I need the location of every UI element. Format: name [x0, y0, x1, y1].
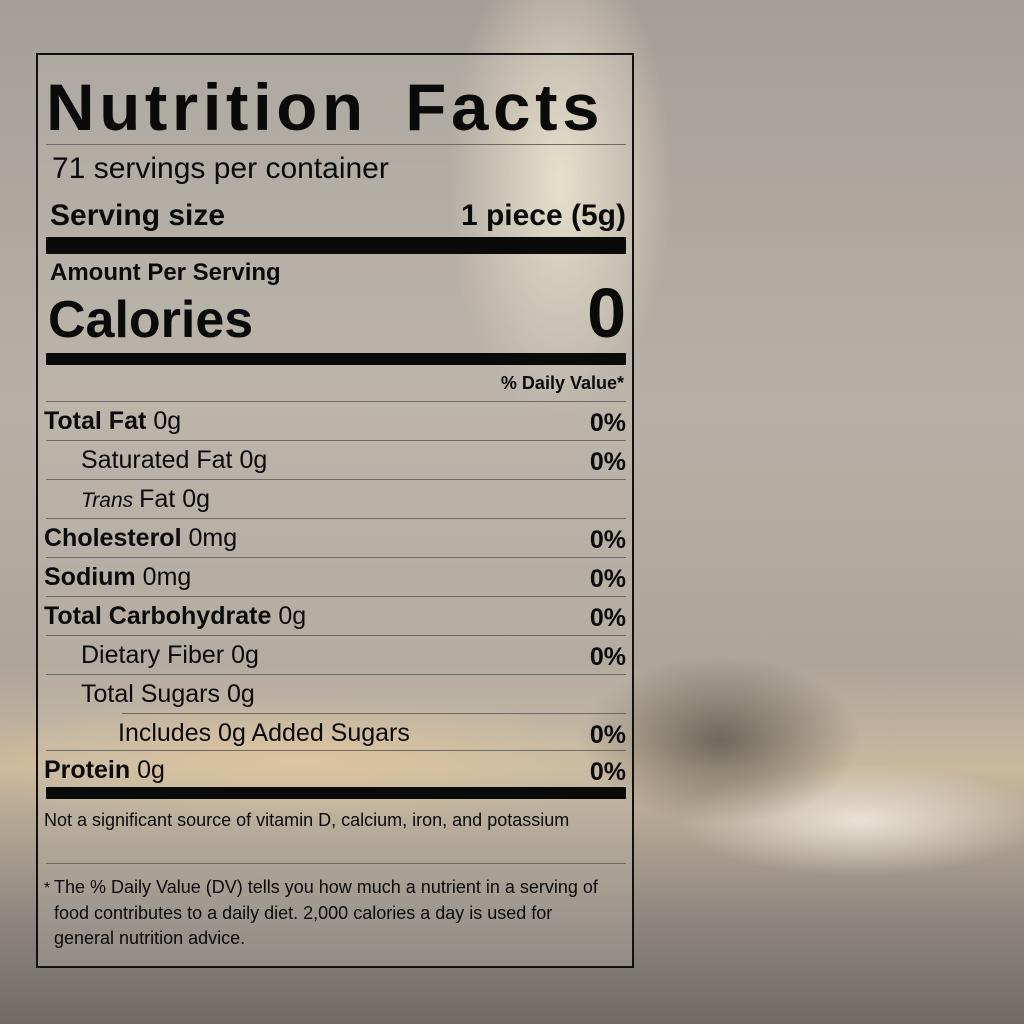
label-title: Nutrition Facts	[46, 70, 605, 144]
serving-size-value: 1 piece (5g)	[460, 199, 626, 232]
thick-divider	[46, 353, 626, 365]
nutrient-row: Protein 0g 0%	[44, 751, 626, 789]
nutrient-row: Total Sugars 0g	[46, 675, 626, 713]
nutrient-amount: 0mg	[188, 524, 238, 552]
daily-value-header: % Daily Value*	[500, 373, 624, 393]
nutrient-name: Sodium	[44, 563, 136, 591]
nutrient-name: Total Carbohydrate	[44, 602, 272, 630]
nutrient-name: Trans	[81, 489, 134, 512]
nutrient-daily-value: 0%	[589, 604, 626, 632]
nutrient-daily-value: 0%	[589, 721, 626, 749]
divider	[46, 479, 626, 480]
divider	[46, 674, 626, 675]
nutrient-row: Sodium 0mg 0%	[44, 558, 626, 596]
not-significant-note: Not a significant source of vitamin D, c…	[44, 810, 570, 830]
nutrient-daily-value: 0%	[589, 565, 626, 593]
serving-size-label: Serving size	[50, 199, 226, 232]
nutrient-row: Total Fat 0g 0%	[44, 402, 626, 440]
nutrient-amount: 0g	[231, 641, 259, 669]
amount-per-serving: Amount Per Serving	[50, 259, 281, 286]
nutrient-name: Cholesterol	[44, 524, 182, 552]
divider	[46, 750, 626, 751]
divider	[46, 144, 626, 145]
nutrition-facts-label: Nutrition Facts 71 servings per containe…	[36, 53, 634, 968]
nutrient-name-suffix: Fat	[139, 485, 176, 513]
nutrient-amount: 0g	[153, 407, 182, 435]
divider	[46, 557, 626, 558]
nutrient-amount: 0g	[239, 446, 268, 474]
divider	[46, 863, 626, 864]
nutrient-amount: 0mg	[142, 563, 192, 591]
nutrient-daily-value: 0%	[589, 526, 626, 554]
thick-divider	[46, 787, 626, 799]
divider	[46, 440, 626, 441]
divider	[46, 401, 626, 402]
nutrient-row: Cholesterol 0mg 0%	[44, 519, 626, 557]
nutrient-daily-value: 0%	[589, 758, 626, 786]
footnote-star: *	[44, 880, 51, 897]
nutrient-row: Trans Fat 0g	[46, 480, 626, 518]
divider	[46, 635, 626, 636]
nutrient-amount: 0g	[182, 485, 211, 513]
nutrient-row: Total Carbohydrate 0g 0%	[44, 597, 626, 635]
nutrient-row: Dietary Fiber 0g 0%	[46, 636, 626, 674]
nutrient-name: Total Sugars	[81, 680, 220, 708]
nutrient-daily-value: 0%	[589, 643, 626, 671]
divider	[46, 596, 626, 597]
calories-label: Calories	[48, 291, 254, 349]
nutrient-row: Includes 0g Added Sugars 0%	[46, 714, 626, 752]
thick-divider	[46, 237, 626, 254]
nutrient-amount: 0g	[226, 680, 255, 708]
nutrient-name: Dietary Fiber	[81, 641, 225, 669]
nutrient-daily-value: 0%	[589, 448, 626, 476]
nutrient-name: Total Fat	[44, 407, 147, 435]
nutrient-name: Includes 0g Added Sugars	[118, 719, 410, 747]
footnote: The % Daily Value (DV) tells you how muc…	[54, 877, 598, 948]
nutrient-row: Saturated Fat 0g 0%	[46, 441, 626, 479]
servings-per-container: 71 servings per container	[52, 152, 389, 185]
nutrient-name: Protein	[44, 756, 131, 784]
divider	[122, 713, 626, 714]
divider	[46, 518, 626, 519]
nutrient-amount: 0g	[278, 602, 307, 630]
nutrient-amount: 0g	[137, 756, 165, 784]
nutrient-name: Saturated Fat	[81, 446, 233, 474]
nutrient-daily-value: 0%	[589, 409, 626, 437]
calories-value: 0	[587, 274, 626, 352]
